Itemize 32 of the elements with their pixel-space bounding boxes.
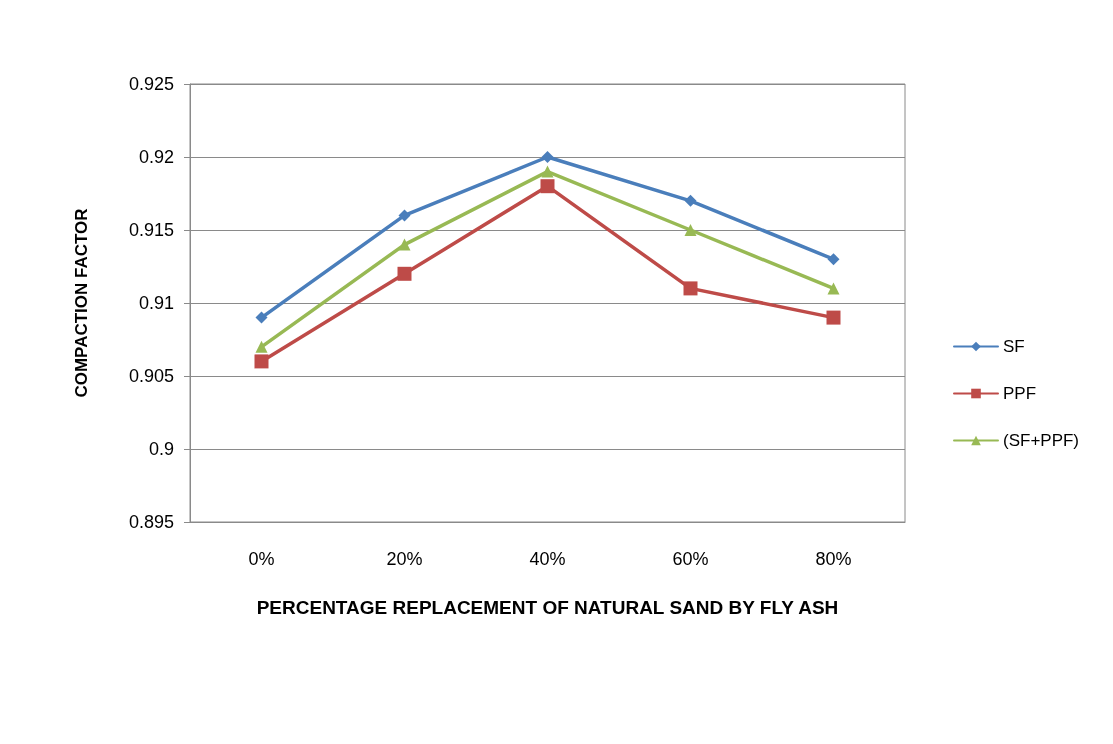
y-tick-label: 0.905 [128,366,174,386]
point [397,266,412,281]
point [541,165,554,178]
y-tick-label: 0.915 [128,220,174,240]
y-tick-label: 0.91 [138,293,174,313]
x-tick-label: 80% [815,549,852,569]
point [684,224,697,236]
y-tick-label: 0.895 [128,512,174,532]
y-tick-label: 0.9 [148,439,174,459]
point [255,340,268,353]
point [684,194,697,207]
x-axis-title: PERCENTAGE REPLACEMENT OF NATURAL SAND BY FLY ASH [256,597,839,618]
x-tick-label: 60% [672,549,709,569]
legend-label: PPF [1003,384,1037,403]
y-tick-label: 0.92 [138,147,174,167]
point [398,209,411,222]
point [683,281,698,296]
legend-label: SF [1003,337,1025,356]
point [826,310,841,325]
y-axis-title: COMPACTION FACTOR [72,208,91,398]
point [827,253,840,266]
point [827,282,840,295]
point [255,311,268,324]
x-tick-label: 40% [529,549,566,569]
point [541,151,554,163]
x-tick-label: 20% [386,549,423,569]
x-tick-label: 0% [248,549,275,569]
legend-label: (SF+PPF) [1003,431,1080,450]
y-tick-label: 0.925 [128,74,174,94]
point [540,179,555,194]
point [254,354,269,369]
point [398,238,411,251]
